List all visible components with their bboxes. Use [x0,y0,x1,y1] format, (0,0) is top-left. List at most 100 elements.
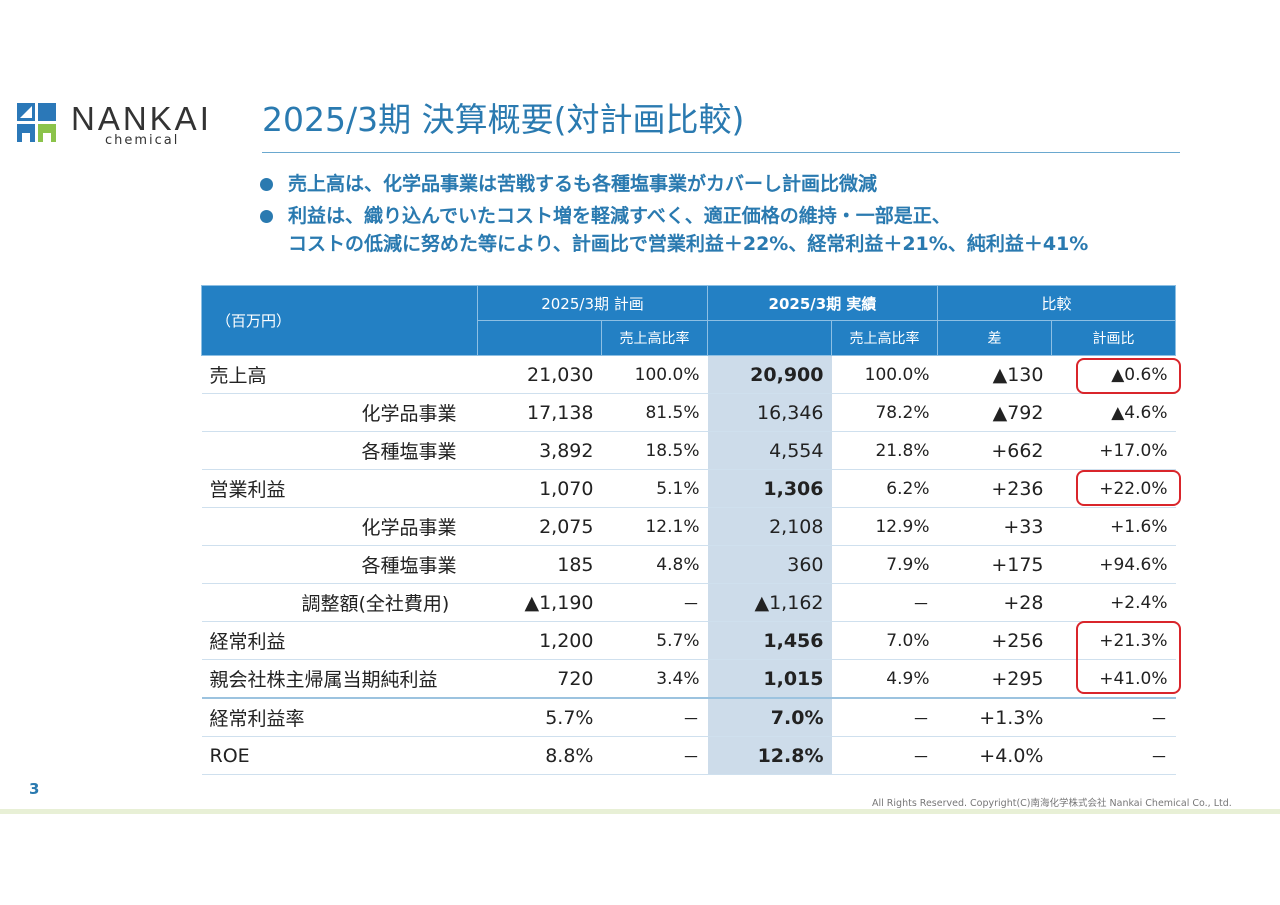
plan-pct-value: +17.0% [1051,431,1176,470]
table-row: 親会社株主帰属当期純利益 720 3.4% 1,015 4.9% +295 +4… [201,659,1176,699]
actual-value: 360 [707,545,832,584]
actual-value: 7.0% [707,697,832,737]
plan-pct-value: ▲4.6% [1051,393,1176,432]
diff-value: +28 [937,583,1052,622]
actual-value: 12.8% [707,736,832,775]
table-row: 化学品事業 2,075 12.1% 2,108 12.9% +33 +1.6% [201,507,1176,546]
plan-pct-value: +94.6% [1051,545,1176,584]
plan-ratio: 4.8% [601,545,708,584]
highlight-box-sales-pct [1076,358,1181,394]
table-row: 調整額(全社費用) ▲1,190 － ▲1,162 － +28 +2.4% [201,583,1176,622]
plan-pct-value: +22.0% [1051,469,1176,508]
plan-value: 720 [477,659,602,699]
diff-value: ▲792 [937,393,1052,432]
logo-subtitle: chemical [105,133,180,148]
table-row: 売上高 21,030 100.0% 20,900 100.0% ▲130 ▲0.… [201,355,1176,394]
plan-ratio: － [601,736,708,775]
row-label: 営業利益 [201,469,478,508]
actual-ratio: 21.8% [831,431,938,470]
actual-value: 4,554 [707,431,832,470]
plan-ratio: － [601,697,708,737]
plan-ratio-subheader: 売上高比率 [601,320,708,356]
page-number: 3 [29,780,40,798]
table-row: 各種塩事業 185 4.8% 360 7.9% +175 +94.6% [201,545,1176,584]
actual-ratio: － [831,736,938,775]
plan-ratio: 12.1% [601,507,708,546]
diff-subheader: 差 [937,320,1052,356]
diff-value: +295 [937,659,1052,699]
actual-ratio: 100.0% [831,355,938,394]
table-row: 化学品事業 17,138 81.5% 16,346 78.2% ▲792 ▲4.… [201,393,1176,432]
actual-ratio: － [831,697,938,737]
actual-value: 1,015 [707,659,832,699]
footer-band [0,809,1280,814]
plan-ratio: 5.7% [601,621,708,660]
actual-ratio: 78.2% [831,393,938,432]
compare-header: 比較 [937,285,1176,321]
row-label: 化学品事業 [201,507,478,546]
diff-value: +4.0% [937,736,1052,775]
row-label: 調整額(全社費用) [201,583,478,622]
row-label: 親会社株主帰属当期純利益 [201,659,478,699]
plan-value-subheader [477,320,602,356]
copyright-text: All Rights Reserved. Copyright(C)南海化学株式会… [872,798,1232,809]
plan-value: 1,200 [477,621,602,660]
actual-value: ▲1,162 [707,583,832,622]
plan-ratio: － [601,583,708,622]
plan-pct-value: ▲0.6% [1051,355,1176,394]
table-row: 各種塩事業 3,892 18.5% 4,554 21.8% +662 +17.0… [201,431,1176,470]
plan-value: 2,075 [477,507,602,546]
financial-summary-table: （百万円） 2025/3期 計画 2025/3期 実績 比較 売上高比率 売上高… [201,285,1176,775]
diff-value: +33 [937,507,1052,546]
highlight-box-operating-pct [1076,470,1181,506]
row-label: 各種塩事業 [201,545,478,584]
plan-header: 2025/3期 計画 [477,285,708,321]
actual-ratio: － [831,583,938,622]
highlight-box-ordinary-net-pct [1076,621,1181,694]
row-label: 化学品事業 [201,393,478,432]
actual-ratio: 7.0% [831,621,938,660]
diff-value: +256 [937,621,1052,660]
title-divider [262,152,1180,153]
row-label: 経常利益 [201,621,478,660]
plan-pct-value: +41.0% [1051,659,1176,699]
plan-value: 8.8% [477,736,602,775]
plan-pct-value: +2.4% [1051,583,1176,622]
plan-value: 3,892 [477,431,602,470]
plan-pct-value: +1.6% [1051,507,1176,546]
nankai-logo-icon [17,103,56,142]
actual-header: 2025/3期 実績 [707,285,938,321]
plan-ratio: 100.0% [601,355,708,394]
plan-value: 21,030 [477,355,602,394]
table-row: 経常利益 1,200 5.7% 1,456 7.0% +256 +21.3% [201,621,1176,660]
diff-value: ▲130 [937,355,1052,394]
actual-value: 2,108 [707,507,832,546]
bullet-item: 利益は、織り込んでいたコスト増を軽減すべく、適正価格の維持・一部是正、 コストの… [258,202,1248,258]
table-row: ROE 8.8% － 12.8% － +4.0% － [201,736,1176,775]
page-title: 2025/3期 決算概要(対計画比較) [262,100,745,139]
actual-ratio: 6.2% [831,469,938,508]
plan-ratio: 18.5% [601,431,708,470]
table-row: 経常利益率 5.7% － 7.0% － +1.3% － [201,697,1176,737]
logo-name: NANKAI [71,100,212,137]
row-label: 各種塩事業 [201,431,478,470]
bullet-text: 売上高は、化学品事業は苦戦するも各種塩事業がカバーし計画比微減 [288,173,878,195]
plan-pct-subheader: 計画比 [1051,320,1176,356]
diff-value: +175 [937,545,1052,584]
bullet-text: 利益は、織り込んでいたコスト増を軽減すべく、適正価格の維持・一部是正、 [288,205,951,227]
plan-value: ▲1,190 [477,583,602,622]
plan-pct-value: +21.3% [1051,621,1176,660]
actual-ratio: 12.9% [831,507,938,546]
plan-value: 185 [477,545,602,584]
unit-header: （百万円） [201,285,478,356]
bullet-dot-icon [260,210,273,223]
row-label: ROE [201,736,478,775]
plan-value: 1,070 [477,469,602,508]
plan-value: 5.7% [477,697,602,737]
actual-ratio: 4.9% [831,659,938,699]
row-label: 売上高 [201,355,478,394]
plan-pct-value: － [1051,697,1176,737]
summary-bullets: 売上高は、化学品事業は苦戦するも各種塩事業がカバーし計画比微減 利益は、織り込ん… [258,170,1248,262]
actual-ratio: 7.9% [831,545,938,584]
plan-ratio: 5.1% [601,469,708,508]
